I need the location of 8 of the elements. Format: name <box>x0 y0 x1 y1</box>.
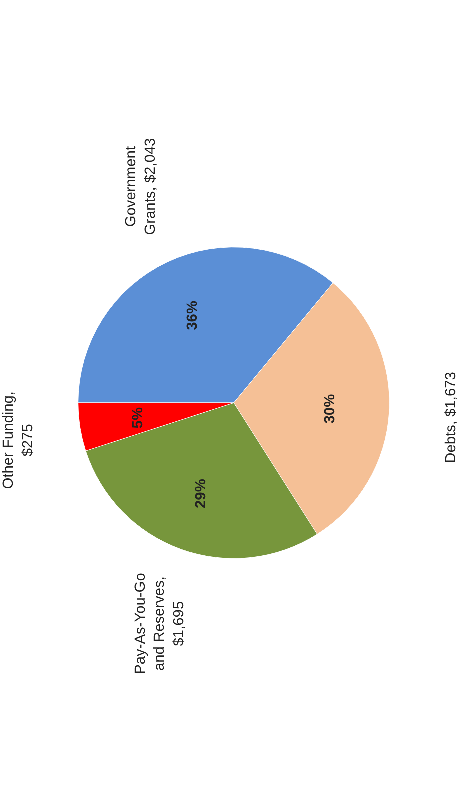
slice-label: Pay-As-You-Go and Reserves, $1,695 <box>132 573 188 674</box>
slice-label: Other Funding, $275 <box>1 391 36 490</box>
data-label: 30% <box>322 394 338 424</box>
data-label: 29% <box>193 479 210 508</box>
data-label: 36% <box>184 300 201 330</box>
slice-label: Government Grants, $2,043 <box>124 138 159 236</box>
slice-label: Debts, $1,673 <box>444 372 460 464</box>
data-label: 5% <box>130 408 147 429</box>
